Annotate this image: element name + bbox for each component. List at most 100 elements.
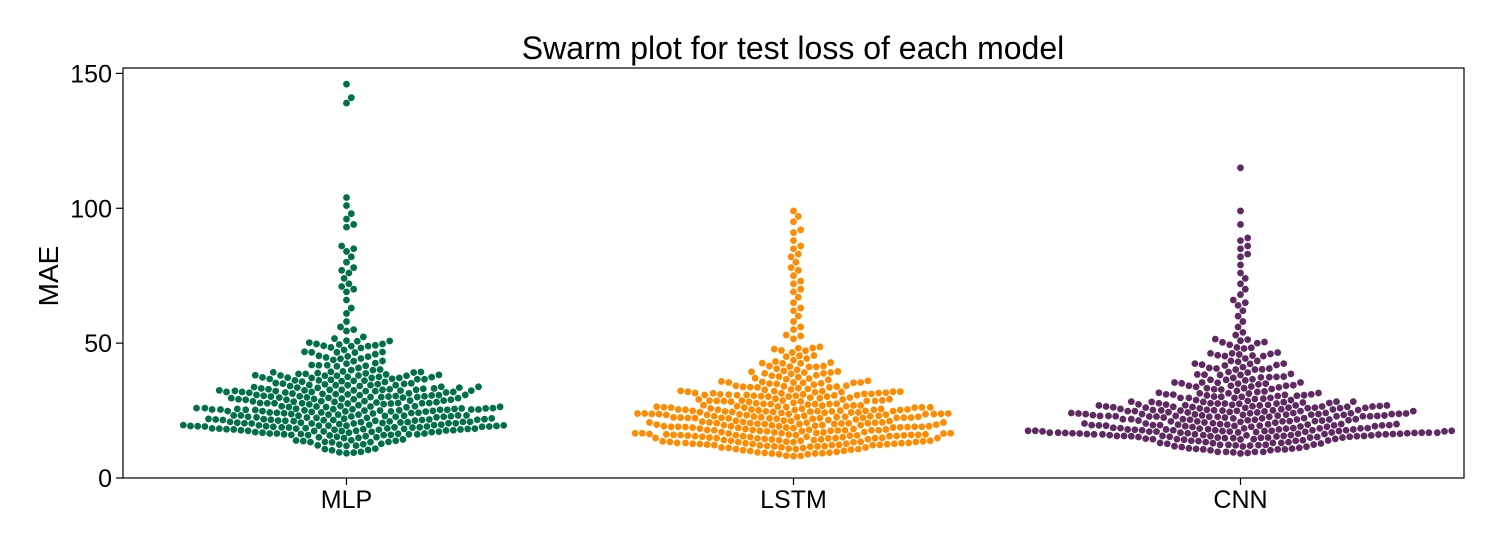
- data-point-cnn: [1196, 425, 1204, 433]
- data-point-lstm: [811, 450, 819, 457]
- data-point-cnn: [1295, 444, 1303, 452]
- data-point-mlp: [347, 366, 355, 374]
- data-point-lstm: [768, 372, 776, 380]
- data-point-lstm: [739, 432, 747, 440]
- data-point-mlp: [428, 392, 436, 399]
- data-point-lstm: [804, 450, 812, 458]
- data-point-lstm: [932, 421, 940, 428]
- data-point-mlp: [337, 355, 344, 363]
- data-point-lstm: [718, 428, 725, 436]
- data-point-cnn: [1155, 399, 1163, 407]
- data-point-cnn: [1222, 448, 1230, 456]
- data-point-cnn: [1237, 291, 1244, 298]
- data-point-cnn: [1259, 395, 1267, 403]
- data-point-cnn: [1217, 386, 1225, 393]
- data-point-mlp: [233, 405, 241, 413]
- data-point-lstm: [763, 427, 771, 435]
- data-point-cnn: [1119, 415, 1127, 423]
- data-point-cnn: [1274, 392, 1282, 400]
- data-point-lstm: [749, 440, 757, 448]
- data-point-cnn: [1229, 448, 1237, 456]
- data-point-mlp: [356, 382, 364, 390]
- data-point-mlp: [260, 392, 268, 400]
- data-point-lstm: [854, 409, 862, 416]
- data-point-cnn: [1124, 426, 1132, 433]
- data-point-cnn: [1253, 339, 1261, 347]
- data-point-lstm: [818, 449, 826, 457]
- data-point-cnn: [1226, 408, 1234, 416]
- data-point-mlp: [343, 258, 350, 266]
- data-point-mlp: [287, 431, 295, 439]
- data-point-lstm: [790, 438, 797, 446]
- data-point-lstm: [682, 423, 689, 431]
- data-point-mlp: [295, 370, 302, 378]
- data-point-mlp: [308, 348, 316, 356]
- data-point-cnn: [1280, 360, 1288, 368]
- data-point-cnn: [1184, 429, 1192, 437]
- data-point-lstm: [734, 424, 742, 432]
- data-point-cnn: [1367, 431, 1375, 439]
- data-point-lstm: [746, 383, 754, 391]
- data-point-cnn: [1268, 427, 1276, 435]
- data-point-cnn: [1178, 443, 1186, 451]
- data-point-mlp: [308, 374, 316, 382]
- data-point-mlp: [322, 354, 330, 361]
- data-point-mlp: [442, 427, 450, 434]
- data-point-cnn: [1264, 420, 1272, 428]
- data-point-lstm: [794, 266, 802, 274]
- data-point-lstm: [798, 427, 806, 435]
- data-point-mlp: [423, 423, 431, 430]
- data-point-mlp: [335, 441, 343, 448]
- data-point-cnn: [1239, 328, 1247, 336]
- data-point-cnn: [1076, 430, 1084, 437]
- data-point-mlp: [379, 340, 386, 348]
- data-point-cnn: [1198, 412, 1206, 419]
- data-point-mlp: [308, 388, 316, 396]
- data-point-lstm: [746, 433, 754, 441]
- data-point-cnn: [1287, 370, 1295, 378]
- data-point-cnn: [1226, 428, 1234, 436]
- data-point-cnn: [1304, 421, 1312, 428]
- data-point-lstm: [816, 414, 824, 422]
- data-point-mlp: [194, 422, 202, 430]
- data-point-lstm: [763, 442, 771, 450]
- data-point-lstm: [860, 428, 868, 436]
- data-point-cnn: [1237, 245, 1244, 253]
- data-point-mlp: [297, 430, 305, 438]
- data-point-mlp: [349, 405, 356, 413]
- data-point-lstm: [762, 407, 770, 415]
- data-point-cnn: [1207, 432, 1214, 440]
- data-point-mlp: [301, 386, 308, 394]
- data-point-lstm: [805, 363, 813, 371]
- data-point-mlp: [418, 416, 426, 424]
- data-point-mlp: [428, 428, 436, 436]
- data-point-cnn: [1237, 221, 1244, 228]
- data-point-lstm: [779, 359, 787, 367]
- data-point-cnn: [1082, 410, 1090, 418]
- data-point-mlp: [374, 380, 382, 388]
- data-point-cnn: [1081, 420, 1088, 427]
- data-point-mlp: [340, 346, 348, 354]
- data-point-lstm: [778, 347, 785, 354]
- data-point-cnn: [1105, 412, 1112, 420]
- data-point-lstm: [766, 414, 773, 422]
- data-point-lstm: [780, 417, 788, 424]
- data-point-lstm: [787, 264, 795, 272]
- data-point-cnn: [1187, 437, 1195, 445]
- data-point-cnn: [1311, 417, 1319, 425]
- data-point-mlp: [400, 412, 408, 420]
- data-point-cnn: [1241, 355, 1249, 362]
- data-point-cnn: [1244, 234, 1252, 242]
- data-point-mlp: [440, 413, 448, 421]
- data-point-lstm: [695, 396, 703, 403]
- data-point-lstm: [745, 398, 753, 406]
- data-point-lstm: [871, 397, 879, 405]
- data-point-cnn: [1207, 376, 1214, 384]
- data-point-mlp: [259, 429, 266, 437]
- data-point-mlp: [371, 387, 379, 395]
- data-point-cnn: [1300, 414, 1308, 422]
- data-point-lstm: [727, 422, 735, 430]
- data-point-cnn: [1193, 417, 1201, 425]
- data-point-lstm: [794, 212, 802, 220]
- data-point-lstm: [792, 431, 800, 439]
